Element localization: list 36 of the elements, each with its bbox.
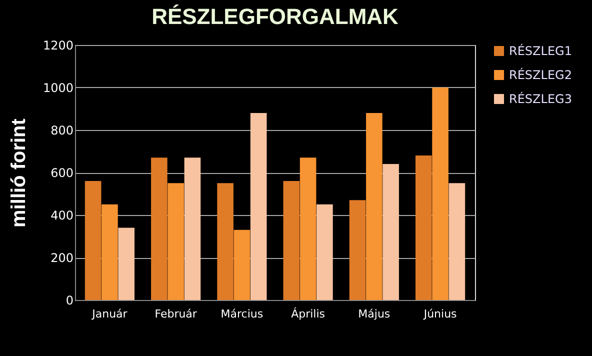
- bar: [382, 164, 399, 300]
- bar: [415, 156, 432, 300]
- bar: [168, 183, 184, 300]
- bar: [217, 183, 234, 300]
- bar: [151, 158, 168, 300]
- bar: [448, 183, 466, 300]
- legend-label: RÉSZLEG2: [509, 67, 572, 82]
- x-tick-label: Január: [91, 308, 128, 320]
- bar: [349, 200, 366, 300]
- y-tick-label: 400: [50, 208, 74, 222]
- y-tick-label: 200: [50, 251, 74, 265]
- bar: [250, 113, 267, 300]
- x-tick-label: Június: [422, 308, 458, 320]
- bar: [102, 204, 118, 300]
- bar: [234, 230, 250, 300]
- bar: [432, 88, 448, 300]
- bar: [84, 181, 102, 300]
- bar: [184, 158, 201, 300]
- chart-title: RÉSZLEGFORGALMAK: [152, 4, 399, 29]
- y-tick-label: 800: [50, 124, 74, 138]
- x-tick-label: Április: [291, 306, 326, 320]
- bar: [366, 113, 382, 300]
- bar: [300, 158, 316, 300]
- y-axis-title: millió forint: [8, 118, 30, 228]
- bar: [316, 204, 333, 300]
- legend-label: RÉSZLEG1: [509, 43, 572, 58]
- y-tick-label: 1200: [42, 38, 74, 52]
- legend-label: RÉSZLEG3: [509, 91, 572, 106]
- bar: [283, 181, 300, 300]
- y-tick-label: 0: [66, 294, 74, 308]
- y-tick-label: 600: [50, 166, 74, 180]
- x-tick-label: Március: [220, 308, 264, 320]
- x-tick-label: Február: [154, 308, 198, 320]
- bar: [118, 228, 135, 300]
- x-tick-label: Május: [358, 308, 390, 320]
- y-tick-label: 1000: [42, 81, 74, 95]
